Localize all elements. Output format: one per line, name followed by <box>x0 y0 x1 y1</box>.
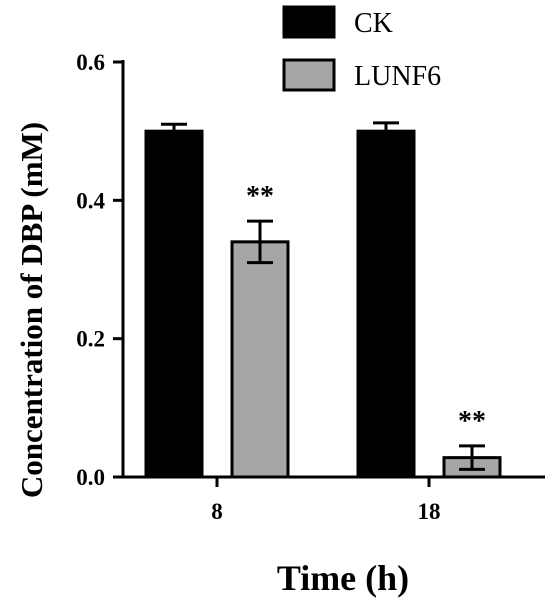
x-tick-label: 8 <box>211 499 223 524</box>
bar-LUNF6-8 <box>230 240 290 479</box>
significance-label-LUNF6-8: ** <box>246 181 274 212</box>
x-axis-title: Time (h) <box>277 558 409 598</box>
y-axis-title: Concentration of DBP (mM) <box>14 122 49 498</box>
y-tick-label: 0.4 <box>76 188 105 213</box>
bar-CK-8 <box>144 129 204 479</box>
y-tick-label: 0.6 <box>76 50 105 75</box>
plot-area: ** ** 0.0 0.2 0.4 0.6 8 18 <box>76 50 545 524</box>
significance-label-LUNF6-18: ** <box>458 406 486 437</box>
legend-label-LUNF6: LUNF6 <box>354 61 441 92</box>
legend-swatch-LUNF6 <box>282 58 336 92</box>
legend-swatch-CK <box>282 5 336 39</box>
legend-label-CK: CK <box>354 8 393 39</box>
legend: CK LUNF6 <box>282 5 441 92</box>
bar-CK-18 <box>356 129 416 479</box>
y-tick-label: 0.0 <box>76 465 105 490</box>
x-tick-label: 18 <box>418 499 441 524</box>
y-tick-label: 0.2 <box>76 327 105 352</box>
